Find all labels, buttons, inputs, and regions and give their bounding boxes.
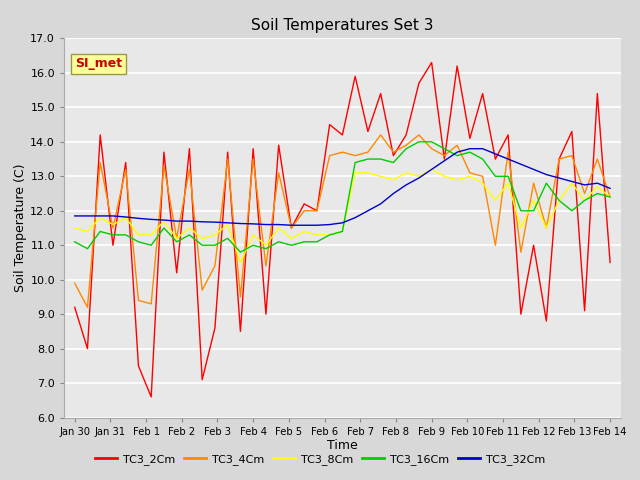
Text: SI_met: SI_met (75, 58, 122, 71)
Legend: TC3_2Cm, TC3_4Cm, TC3_8Cm, TC3_16Cm, TC3_32Cm: TC3_2Cm, TC3_4Cm, TC3_8Cm, TC3_16Cm, TC3… (91, 450, 549, 469)
X-axis label: Time: Time (327, 439, 358, 453)
Title: Soil Temperatures Set 3: Soil Temperatures Set 3 (251, 18, 434, 33)
Y-axis label: Soil Temperature (C): Soil Temperature (C) (15, 164, 28, 292)
